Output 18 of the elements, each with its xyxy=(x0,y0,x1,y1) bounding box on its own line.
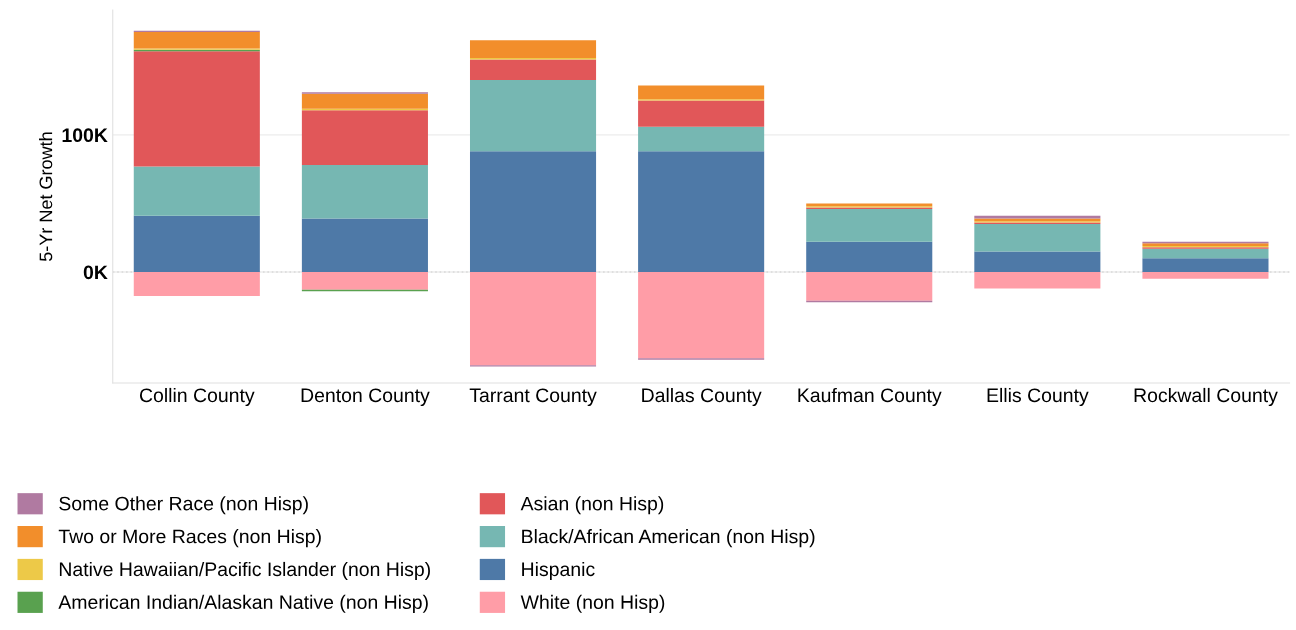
y-tick-label: 100K xyxy=(62,128,108,143)
x-tick-label: Tarrant County xyxy=(469,388,597,407)
legend-label: Asian (non Hisp) xyxy=(520,496,664,515)
x-tick-label: Ellis County xyxy=(987,387,1089,407)
x-tick-label: Denton County xyxy=(301,388,430,407)
y-axis-title: 5-Yr Net Growth xyxy=(39,132,53,262)
y-tick-label: 0K xyxy=(83,265,108,280)
legend-label: Black/African American (non Hisp) xyxy=(522,529,815,548)
x-tick-label: Kaufman County xyxy=(798,387,942,407)
x-tick-label: Dallas County xyxy=(642,387,762,407)
legend-label: Some Other Race (non Hisp) xyxy=(59,496,308,515)
x-tick-label: Rockwall County xyxy=(1134,387,1278,407)
x-tick-label: Collin County xyxy=(139,387,255,407)
legend-label: Native Hawaiian/Pacific Islander (non Hisp) xyxy=(59,561,430,581)
legend-label: American Indian/Alaskan Native (non Hisp) xyxy=(58,594,428,613)
legend-label: Two or More Races (non Hisp) xyxy=(58,529,321,548)
legend-label: White (non Hisp) xyxy=(520,594,665,613)
legend-label: Hispanic xyxy=(522,561,595,581)
